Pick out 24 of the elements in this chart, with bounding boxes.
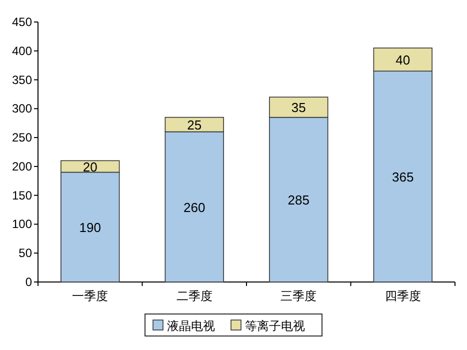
y-tick-label: 200 xyxy=(12,159,32,174)
data-label: 25 xyxy=(187,118,202,133)
data-label: 260 xyxy=(184,200,206,215)
data-label: 40 xyxy=(396,52,410,68)
data-label: 190 xyxy=(79,220,101,236)
y-tick-label: 450 xyxy=(12,15,32,29)
data-label: 35 xyxy=(291,100,306,116)
x-tick-label: 三季度 xyxy=(280,289,317,303)
y-tick-label: 300 xyxy=(12,102,32,116)
x-tick-label: 二季度 xyxy=(176,289,212,303)
y-tick-label: 350 xyxy=(12,72,32,87)
y-tick-label: 400 xyxy=(12,44,32,58)
data-label: 285 xyxy=(288,192,310,208)
legend-label: 等离子电视 xyxy=(245,319,305,333)
y-tick-label: 0 xyxy=(25,275,32,289)
data-label: 20 xyxy=(82,159,98,174)
legend-label: 液晶电视 xyxy=(167,319,215,333)
y-tick-label: 150 xyxy=(12,188,32,202)
data-label: 365 xyxy=(392,170,414,185)
y-tick-label: 50 xyxy=(18,246,32,260)
y-tick-label: 250 xyxy=(12,130,32,145)
x-tick-label: 一季度 xyxy=(72,289,108,303)
y-tick-label: 100 xyxy=(12,217,32,232)
x-tick-label: 四季度 xyxy=(384,289,421,303)
